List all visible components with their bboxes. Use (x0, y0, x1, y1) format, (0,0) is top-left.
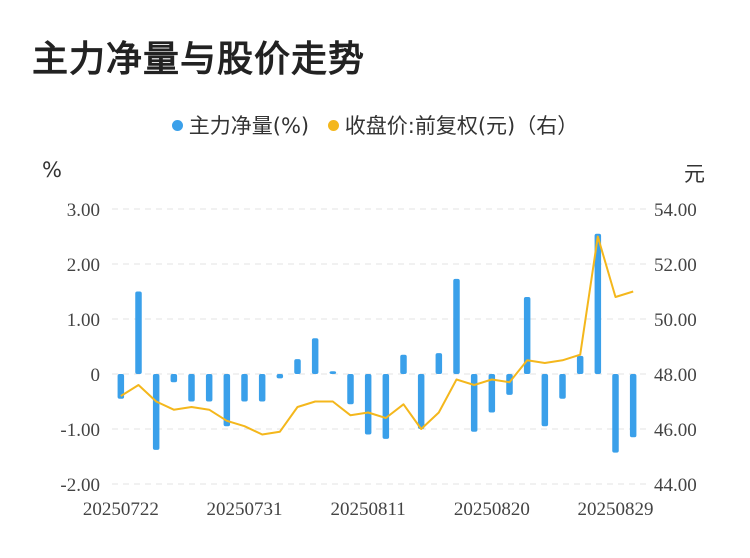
bar[interactable] (612, 374, 619, 453)
right-axis-tick-label: 48.00 (654, 365, 697, 386)
bar-series (117, 233, 637, 453)
bar[interactable] (382, 374, 390, 439)
price-line[interactable] (120, 235, 634, 436)
bar[interactable] (294, 359, 301, 374)
left-axis-tick-label: 3.00 (67, 200, 100, 221)
bar[interactable] (329, 371, 337, 374)
bar[interactable] (223, 374, 231, 427)
bar[interactable] (205, 374, 213, 402)
right-axis-unit: 元 (684, 162, 705, 186)
left-axis-tick-label: -1.00 (60, 420, 100, 441)
left-axis-tick-label: -2.00 (60, 475, 100, 496)
bar[interactable] (559, 374, 566, 399)
x-axis-tick-label: 20250820 (454, 499, 530, 520)
bar[interactable] (170, 374, 178, 383)
x-axis-tick-label: 20250731 (207, 499, 283, 520)
bar[interactable] (258, 374, 266, 402)
legend-dot-line (327, 119, 339, 131)
line-series (120, 235, 634, 436)
grid-lines (112, 208, 650, 485)
left-axis-unit: % (42, 158, 62, 182)
legend-item-main-net[interactable]: 主力净量(%) (171, 110, 310, 140)
bar[interactable] (152, 374, 160, 450)
bar[interactable] (541, 374, 549, 427)
bar[interactable] (347, 374, 354, 405)
bar[interactable] (576, 355, 584, 374)
chart-title: 主力净量与股价走势 (32, 39, 366, 80)
bar[interactable] (117, 374, 125, 399)
bar[interactable] (453, 278, 460, 374)
bar[interactable] (435, 353, 443, 374)
legend-item-close-price[interactable]: 收盘价:前复权(元)（右） (327, 110, 579, 140)
right-axis-ticks: 54.00 52.00 50.00 48.00 46.00 44.00 (654, 200, 697, 496)
legend-label-main-net: 主力净量(%) (188, 114, 310, 138)
legend-label-close-price: 收盘价:前复权(元)（右） (344, 114, 579, 138)
x-axis-ticks: 20250722 20250731 20250811 20250820 20250829 (83, 499, 654, 520)
right-axis-tick-label: 52.00 (654, 255, 697, 276)
bar[interactable] (629, 374, 637, 438)
left-axis-tick-label: 2.00 (67, 255, 100, 276)
bar[interactable] (135, 291, 142, 375)
right-axis-tick-label: 44.00 (654, 475, 697, 496)
bar[interactable] (470, 374, 478, 432)
bar[interactable] (276, 374, 284, 379)
bar[interactable] (488, 374, 496, 413)
bar[interactable] (311, 338, 319, 374)
x-axis-tick-label: 20250722 (83, 499, 159, 520)
legend: 主力净量(%) 收盘价:前复权(元)（右） (0, 110, 750, 140)
bar[interactable] (400, 354, 407, 374)
right-axis-tick-label: 50.00 (654, 310, 697, 331)
left-axis-ticks: 3.00 2.00 1.00 0 -1.00 -2.00 (60, 200, 100, 496)
bar[interactable] (523, 297, 531, 374)
right-axis-tick-label: 54.00 (654, 200, 697, 221)
legend-dot-bar (171, 119, 183, 131)
bar[interactable] (188, 374, 195, 402)
bar[interactable] (364, 374, 372, 435)
bar[interactable] (506, 374, 513, 395)
left-axis-tick-label: 1.00 (67, 310, 100, 331)
bar[interactable] (417, 374, 425, 429)
x-axis-tick-label: 20250829 (578, 499, 654, 520)
left-axis-tick-label: 0 (91, 365, 101, 386)
x-axis-tick-label: 20250811 (331, 499, 406, 520)
bar[interactable] (241, 374, 248, 402)
right-axis-tick-label: 46.00 (654, 420, 697, 441)
bar[interactable] (594, 233, 602, 374)
